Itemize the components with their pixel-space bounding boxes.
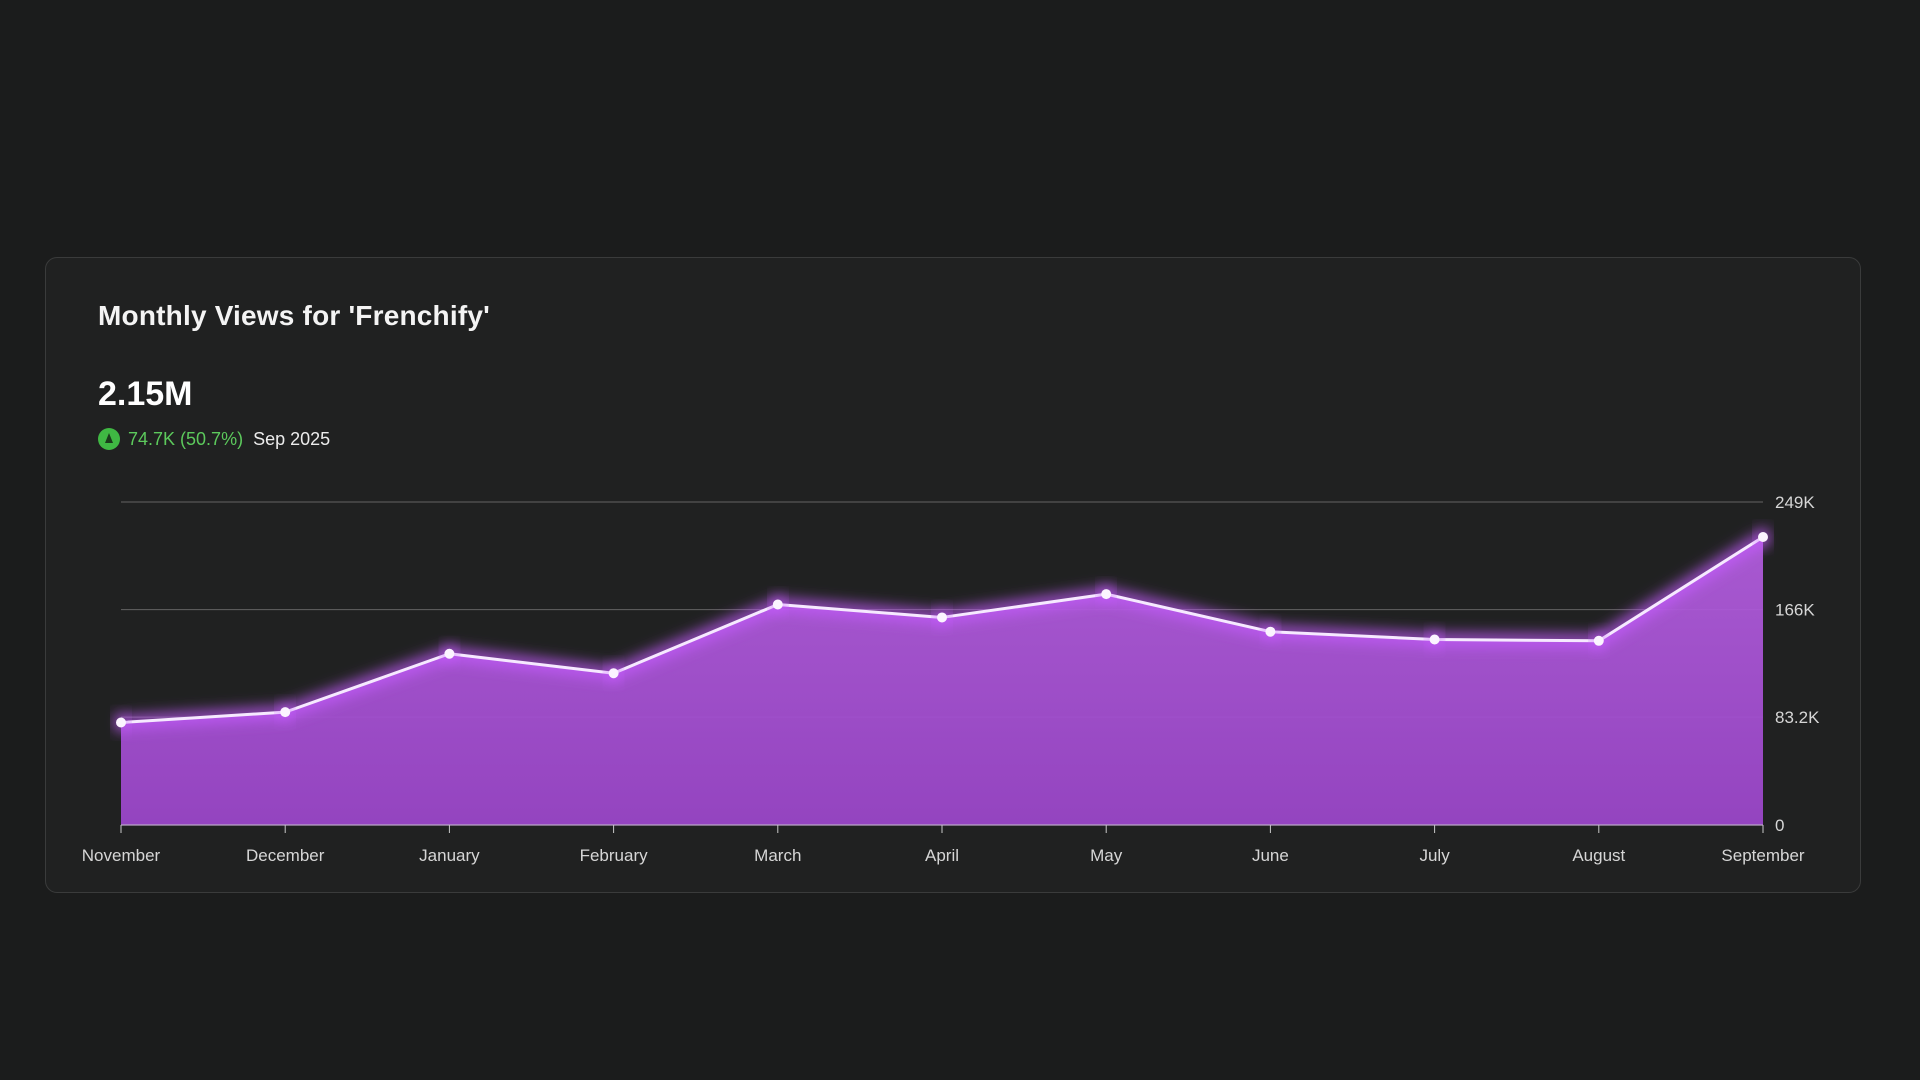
x-tick-label: August [1572,846,1625,865]
data-point [280,707,291,718]
x-tick-label: September [1721,846,1804,865]
x-tick-label: January [419,846,480,865]
data-point [937,612,947,623]
change-summary: 74.7K (50.7%) Sep 2025 [98,428,330,450]
y-tick-label: 166K [1775,601,1815,620]
x-tick-label: November [82,846,161,865]
x-tick-label: July [1419,846,1450,865]
data-point [1429,634,1440,645]
total-views-metric: 2.15M [98,375,193,413]
x-tick-label: May [1090,846,1123,865]
x-tick-label: March [754,846,801,865]
data-point [608,668,619,679]
data-point [1758,532,1768,543]
y-tick-label: 83.2K [1775,708,1820,727]
trend-up-icon [98,428,120,450]
change-value: 74.7K (50.7%) [128,428,244,449]
chart-title: Monthly Views for 'Frenchify' [98,300,490,331]
period-label: Sep 2025 [253,428,331,449]
y-tick-label: 0 [1775,816,1784,835]
data-point [116,717,126,728]
x-tick-label: June [1252,846,1289,865]
data-point [444,648,455,659]
x-tick-label: April [925,846,959,865]
x-tick-label: February [580,846,649,865]
data-point [1265,626,1276,637]
data-point [772,599,783,610]
data-point [1101,589,1112,600]
data-point [1593,635,1604,646]
series-area [121,537,1763,825]
y-tick-label: 249K [1775,493,1815,512]
x-tick-label: December [246,846,325,865]
